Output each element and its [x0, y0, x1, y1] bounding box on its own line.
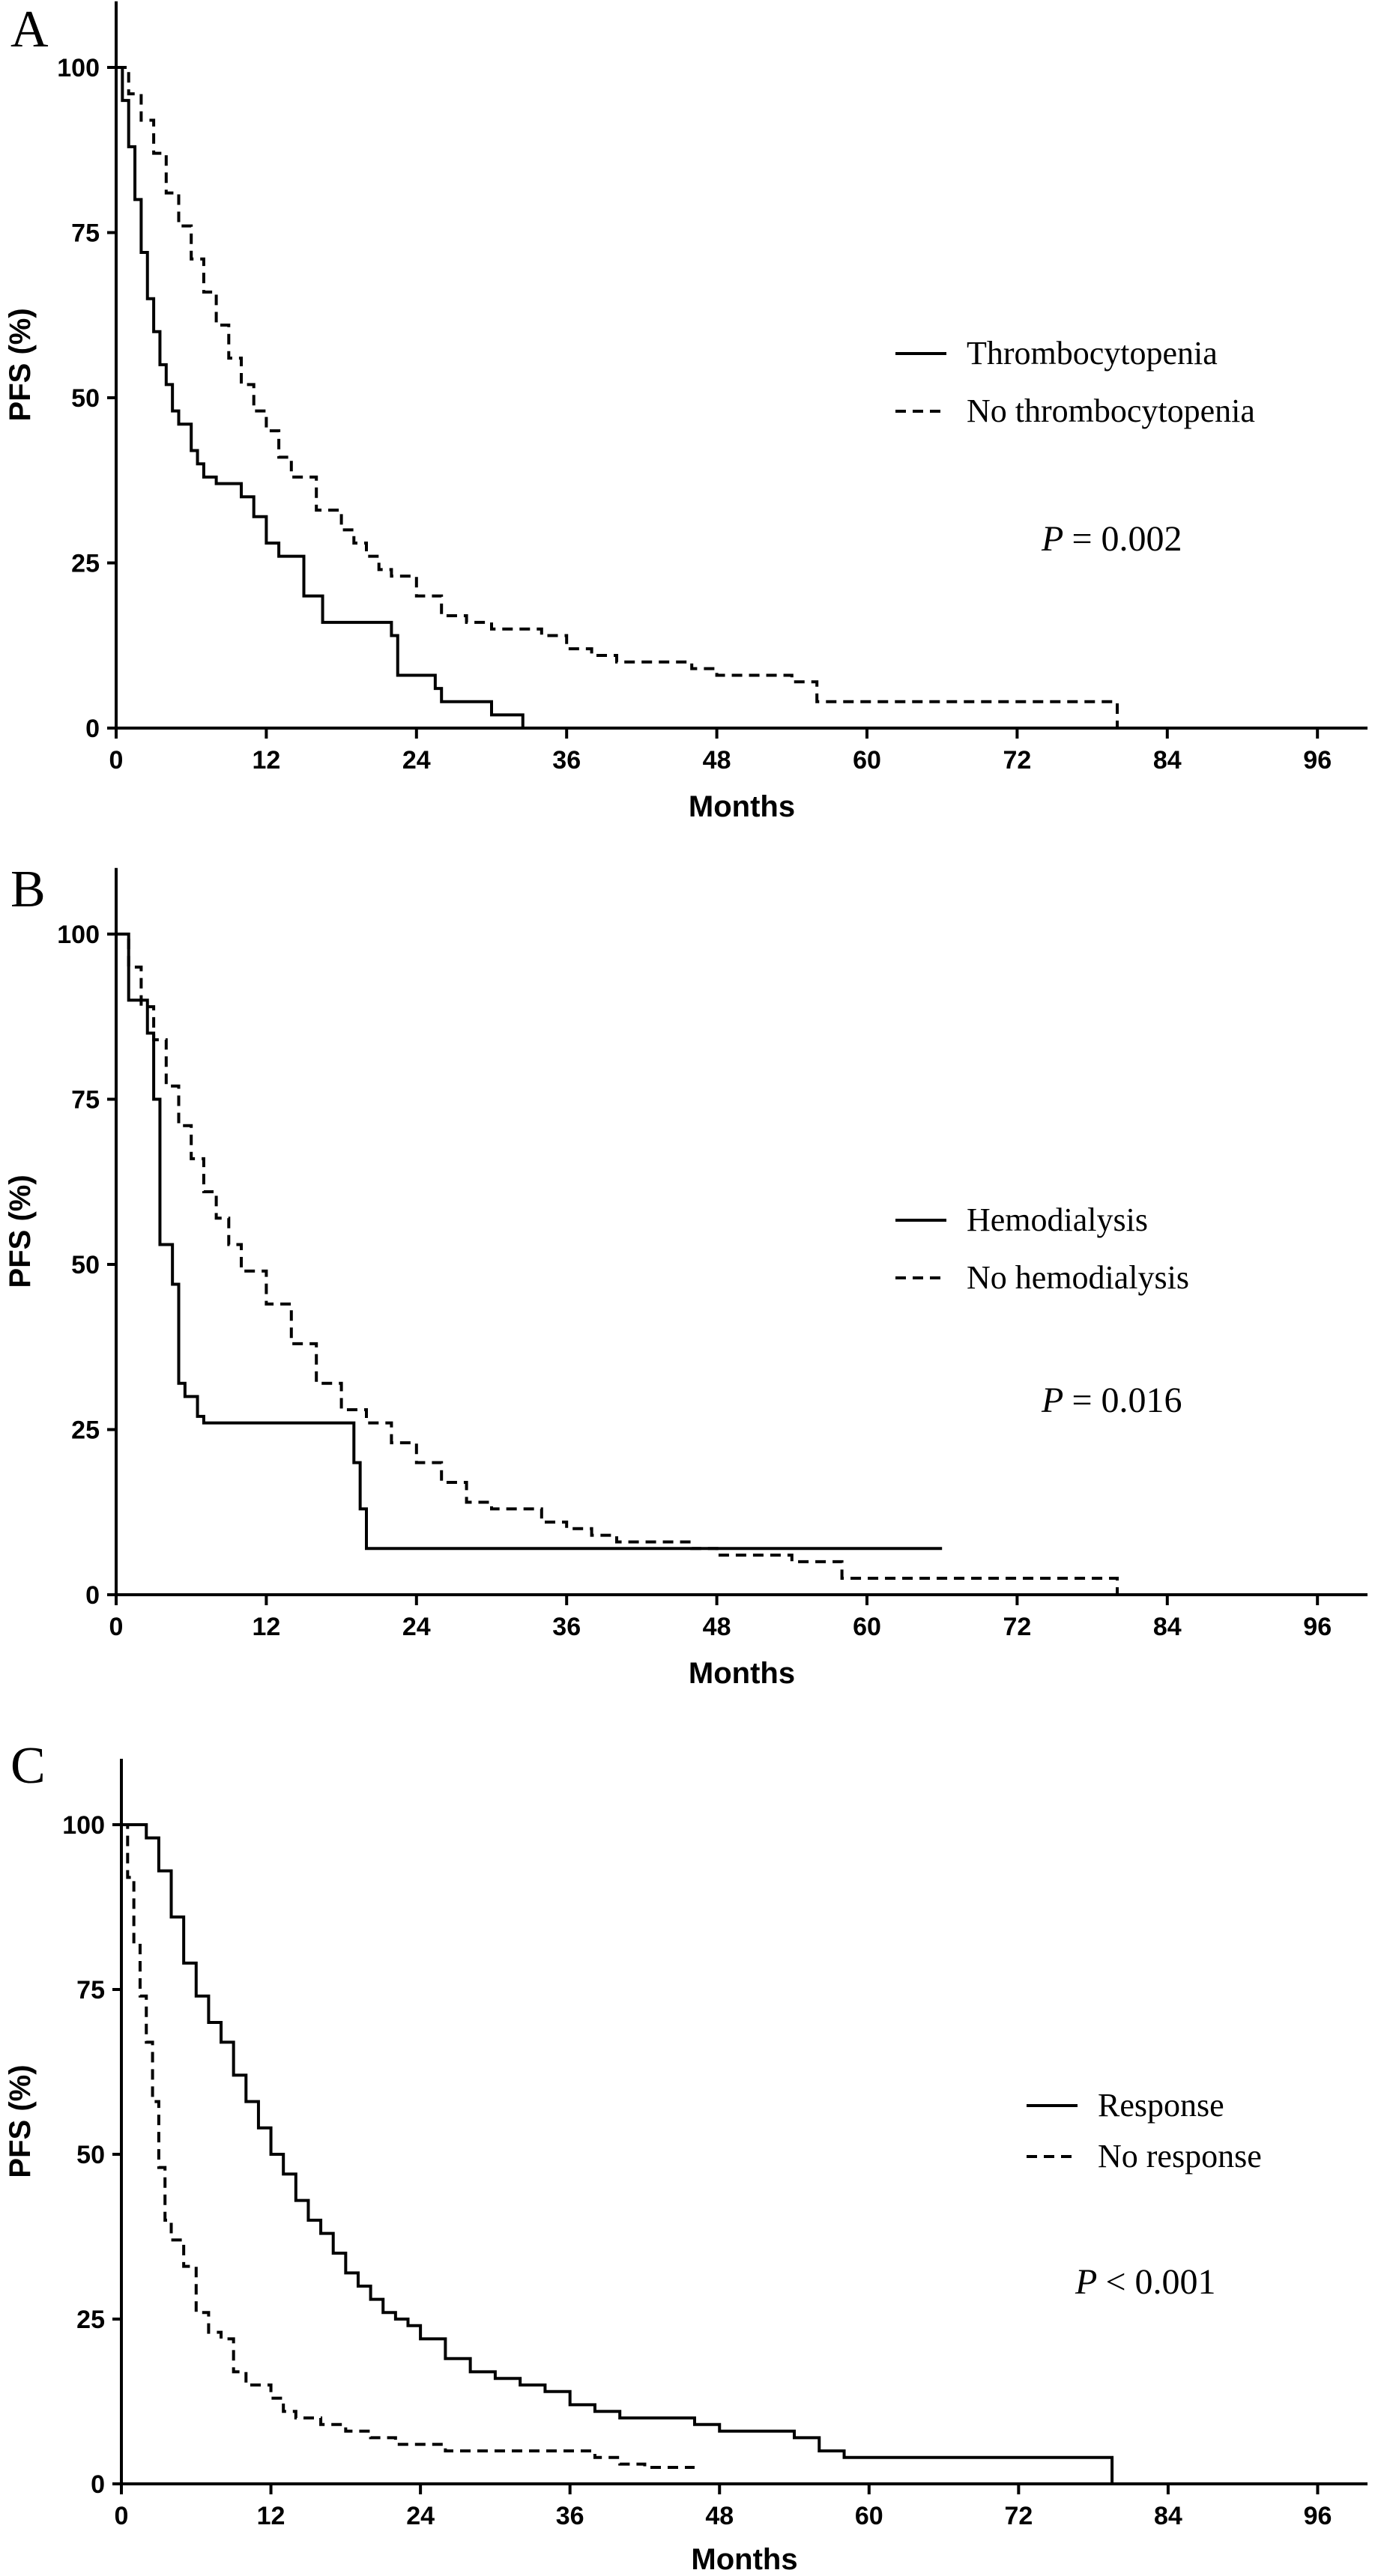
x-tick-label: 48: [703, 746, 731, 775]
p-value-annotation: P = 0.002: [1041, 519, 1182, 559]
y-tick-label: 25: [71, 550, 100, 578]
x-tick-label: 96: [1304, 2502, 1332, 2530]
y-tick-label: 100: [57, 921, 100, 949]
y-tick-label: 0: [85, 1581, 100, 1610]
y-tick-label: 100: [62, 1811, 105, 1840]
x-tick-label: 24: [406, 2502, 435, 2530]
legend-label: Response: [1098, 2087, 1224, 2124]
x-tick-label: 0: [109, 1613, 124, 1641]
y-tick-label: 0: [85, 715, 100, 743]
p-value-annotation: P < 0.001: [1075, 2262, 1216, 2302]
series-line-2: [116, 933, 1119, 1595]
x-tick-label: 48: [703, 1613, 731, 1641]
y-axis-label: PFS (%): [4, 2064, 37, 2178]
panel-letter: C: [10, 1737, 46, 1795]
x-tick-label: 48: [705, 2502, 734, 2530]
y-tick-label: 0: [91, 2470, 105, 2499]
x-tick-label: 60: [853, 1613, 881, 1641]
x-tick-label: 12: [252, 1613, 280, 1641]
y-tick-label: 75: [76, 1976, 105, 2004]
legend-label: Thrombocytopenia: [967, 335, 1218, 372]
x-tick-label: 36: [552, 746, 581, 775]
panel-letter: B: [10, 861, 46, 918]
panel-letter: A: [10, 1, 49, 58]
x-tick-label: 72: [1003, 1613, 1031, 1641]
legend-label: Hemodialysis: [967, 1201, 1148, 1238]
series-line-1: [116, 933, 943, 1551]
p-value-annotation: P = 0.016: [1041, 1381, 1182, 1420]
series-line-2: [116, 66, 1119, 728]
x-tick-label: 24: [402, 746, 431, 775]
y-tick-label: 75: [71, 219, 100, 248]
x-tick-label: 12: [257, 2502, 285, 2530]
x-tick-label: 96: [1303, 746, 1332, 775]
y-axis-label: PFS (%): [4, 308, 37, 421]
legend-label: No hemodialysis: [967, 1259, 1189, 1296]
x-axis-label: Months: [689, 1657, 795, 1690]
y-tick-label: 50: [76, 2141, 105, 2169]
y-tick-label: 50: [71, 1251, 100, 1279]
panel-A: A 0 25 50 75 100 0 12 24 36 48 60 72 84 96 Months PFS (%…: [4, 1, 1368, 823]
panel-C: C 0 25 50 75 100 0 12 24 36 48 60 72 84 96 Months PFS (%…: [4, 1737, 1368, 2576]
legend-label: No thrombocytopenia: [967, 393, 1255, 429]
x-tick-label: 60: [853, 746, 881, 775]
x-axis-label: Months: [689, 790, 795, 823]
x-tick-label: 36: [556, 2502, 584, 2530]
x-tick-label: 84: [1153, 1613, 1182, 1641]
panel-B: B 0 25 50 75 100 0 12 24 36 48 60 72 84 96 Months PFS (%…: [4, 861, 1368, 1690]
x-tick-label: 96: [1303, 1613, 1332, 1641]
x-tick-label: 84: [1154, 2502, 1182, 2530]
x-axis-label: Months: [691, 2543, 797, 2576]
y-axis-label: PFS (%): [4, 1175, 37, 1288]
x-tick-label: 0: [109, 746, 124, 775]
x-tick-label: 24: [402, 1613, 431, 1641]
y-tick-label: 100: [57, 54, 100, 82]
y-tick-label: 25: [76, 2306, 105, 2334]
x-tick-label: 84: [1153, 746, 1182, 775]
x-tick-label: 12: [252, 746, 280, 775]
series-line-1: [121, 1823, 1114, 2484]
x-tick-label: 60: [855, 2502, 883, 2530]
x-tick-label: 36: [552, 1613, 581, 1641]
y-tick-label: 25: [71, 1416, 100, 1445]
legend-label: No response: [1098, 2138, 1262, 2175]
y-tick-label: 50: [71, 384, 100, 413]
series-line-1: [116, 66, 525, 728]
x-tick-label: 0: [115, 2502, 129, 2530]
series-line-2: [121, 1823, 695, 2469]
x-tick-label: 72: [1003, 746, 1031, 775]
y-tick-label: 75: [71, 1086, 100, 1115]
x-tick-label: 72: [1004, 2502, 1033, 2530]
